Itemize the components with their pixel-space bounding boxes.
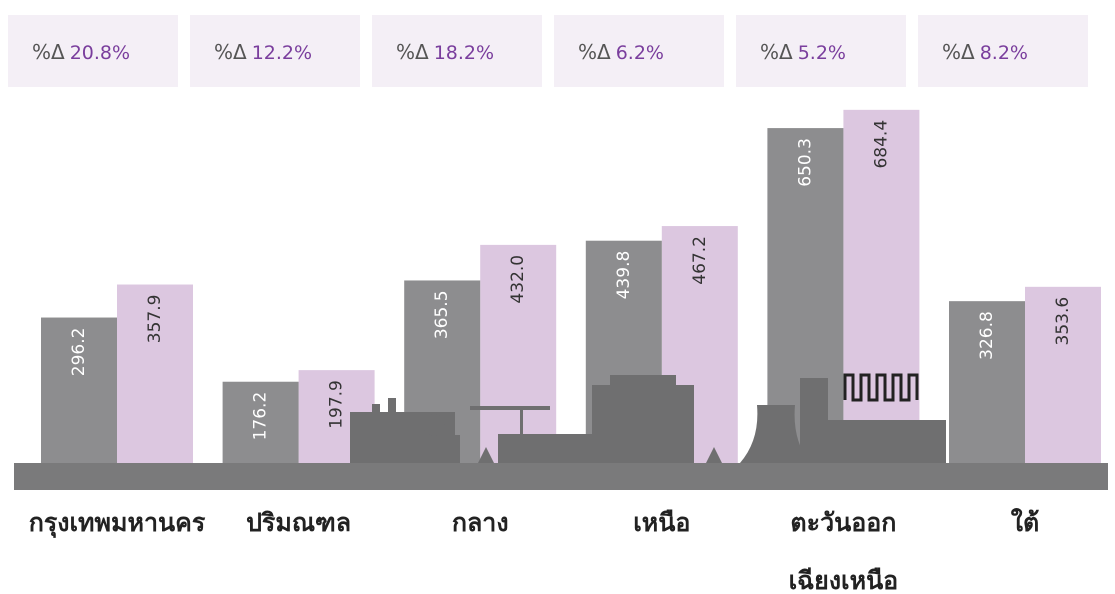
- category-label: ปริมณฑล: [246, 508, 352, 537]
- change-box: [190, 15, 360, 87]
- value-label: 432.0: [508, 255, 528, 304]
- change-text: %Δ 6.2%: [578, 40, 664, 64]
- change-box: [736, 15, 906, 87]
- change-text: %Δ 20.8%: [32, 40, 130, 64]
- value-label: 365.5: [432, 290, 452, 339]
- bar: [1025, 286, 1101, 476]
- change-text: %Δ 18.2%: [396, 40, 494, 64]
- change-symbol: %Δ: [578, 40, 611, 64]
- change-box: [918, 15, 1088, 87]
- change-value: 6.2%: [616, 42, 664, 64]
- category-label: กรุงเทพมหานคร: [28, 508, 206, 537]
- bar: [949, 301, 1025, 476]
- value-label: 467.2: [690, 236, 710, 285]
- value-label: 684.4: [871, 120, 891, 169]
- bar: [41, 317, 117, 476]
- category-label: ใต้: [1010, 508, 1040, 537]
- change-symbol: %Δ: [942, 40, 975, 64]
- bar: [222, 381, 299, 476]
- change-text: %Δ 5.2%: [760, 40, 846, 64]
- industry-silhouette: [350, 373, 946, 463]
- value-label: 353.6: [1053, 297, 1073, 346]
- change-value: 20.8%: [70, 42, 130, 64]
- change-value: 5.2%: [798, 42, 846, 64]
- bar: [843, 109, 920, 476]
- change-value: 8.2%: [980, 42, 1028, 64]
- change-box: [372, 15, 542, 87]
- change-symbol: %Δ: [760, 40, 793, 64]
- category-label: กลาง: [451, 508, 509, 537]
- bar: [117, 284, 193, 476]
- change-symbol: %Δ: [396, 40, 429, 64]
- change-text: %Δ 12.2%: [214, 40, 312, 64]
- change-box: [8, 15, 178, 87]
- value-label: 357.9: [145, 295, 165, 344]
- change-symbol: %Δ: [32, 40, 65, 64]
- value-label: 439.8: [614, 251, 634, 300]
- change-value: 18.2%: [434, 42, 494, 64]
- category-label: ตะวันออก เฉียงเหนือ: [788, 508, 899, 594]
- ground: [14, 463, 1108, 490]
- value-label: 650.3: [795, 138, 815, 187]
- change-symbol: %Δ: [214, 40, 247, 64]
- change-box: [554, 15, 724, 87]
- change-value: 12.2%: [252, 42, 312, 64]
- value-label: 296.2: [69, 328, 89, 377]
- value-label: 176.2: [251, 392, 271, 441]
- category-label: เหนือ: [633, 508, 691, 537]
- change-text: %Δ 8.2%: [942, 40, 1028, 64]
- value-label: 197.9: [327, 380, 347, 429]
- value-label: 326.8: [977, 311, 997, 360]
